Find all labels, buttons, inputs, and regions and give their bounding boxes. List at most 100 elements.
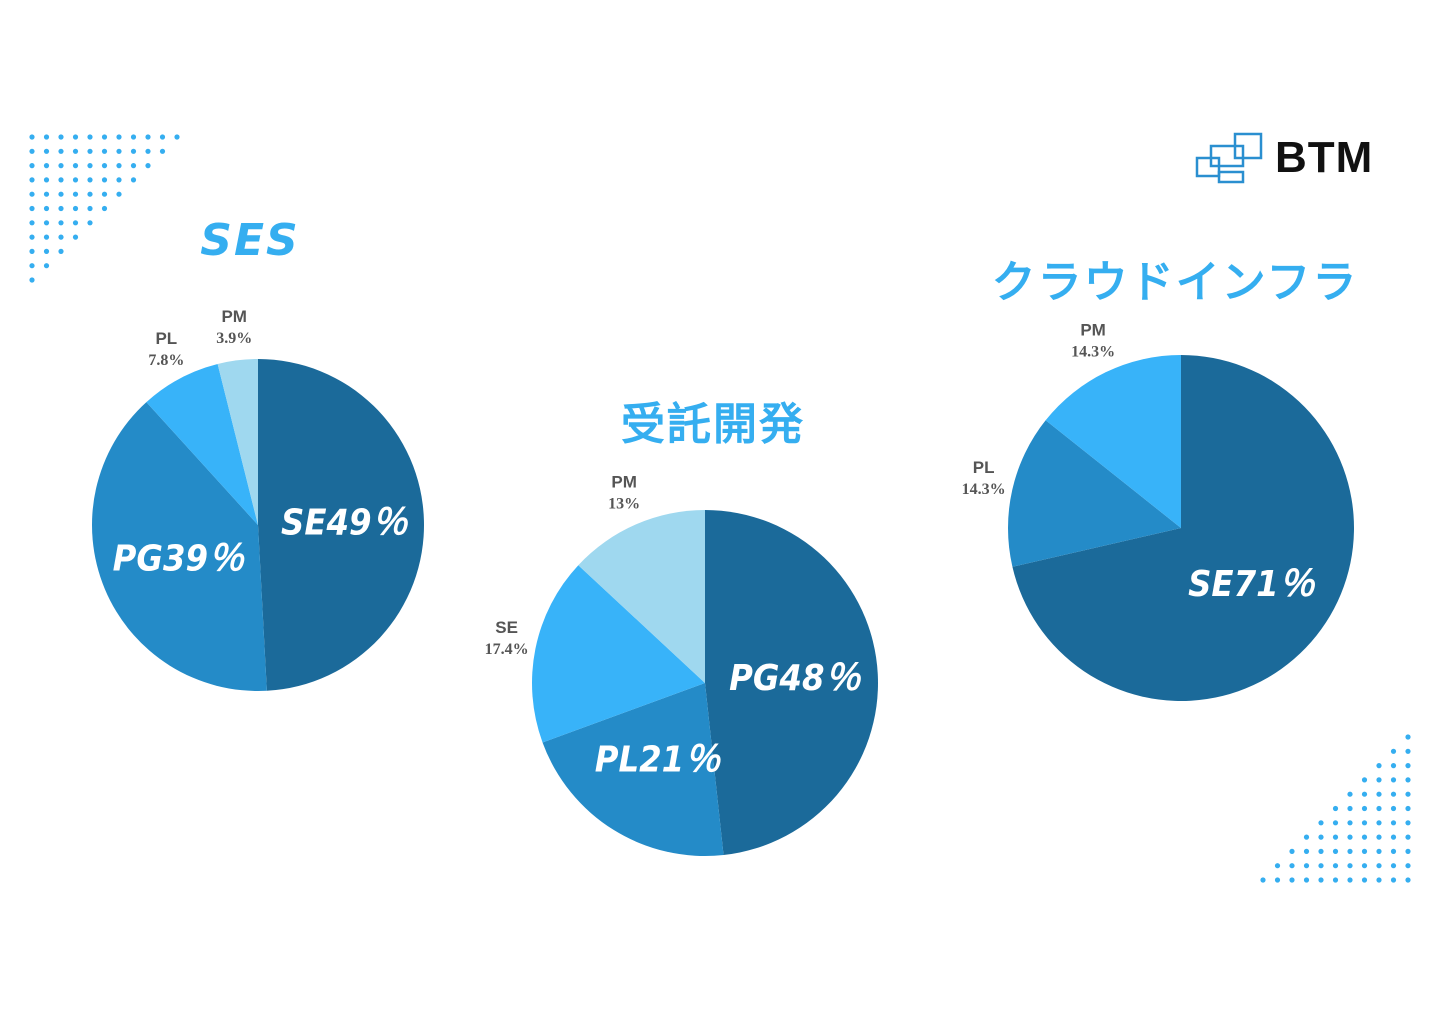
slice-category-label: PL xyxy=(155,329,177,348)
dot xyxy=(29,205,35,212)
dot xyxy=(1405,877,1411,883)
dot xyxy=(1303,848,1310,855)
dot xyxy=(87,191,93,197)
dot xyxy=(1361,805,1368,812)
chart-title-contract-dev: 受託開発 xyxy=(621,399,805,450)
dot xyxy=(1390,763,1397,769)
dot xyxy=(174,134,180,140)
dot xyxy=(1303,863,1310,869)
dot xyxy=(58,205,64,212)
dot xyxy=(1405,848,1411,855)
slice-value-label: 14.3% xyxy=(1071,344,1115,361)
logo-squares-icon xyxy=(1195,132,1263,184)
dot xyxy=(145,134,151,140)
slice-label: PL21％ xyxy=(595,739,721,780)
slice-label: PG48％ xyxy=(729,658,861,699)
slice-category-label: PM xyxy=(221,307,247,326)
dot xyxy=(43,177,50,183)
dot xyxy=(58,163,64,169)
dot xyxy=(101,148,108,154)
pie-slice-pm xyxy=(578,510,705,683)
dot xyxy=(1318,863,1324,869)
dot xyxy=(58,177,64,183)
dot xyxy=(43,234,50,240)
dot xyxy=(1332,863,1339,869)
dot xyxy=(1390,805,1397,812)
dot xyxy=(29,134,35,140)
dot xyxy=(1289,863,1295,869)
dot xyxy=(1332,877,1339,883)
dot xyxy=(1405,734,1411,740)
dot xyxy=(72,220,79,226)
dot xyxy=(58,220,64,226)
dot xyxy=(1361,834,1368,840)
dot xyxy=(1390,848,1397,855)
dot xyxy=(1376,805,1382,812)
pie-slice-pl xyxy=(1008,420,1181,567)
slice-value-label: 14.3% xyxy=(962,481,1006,498)
dot xyxy=(29,220,35,226)
dot xyxy=(1390,863,1397,869)
dot xyxy=(87,177,93,183)
dot xyxy=(29,277,35,283)
dot xyxy=(29,234,35,240)
dot xyxy=(116,177,122,183)
decorative-dots xyxy=(29,134,1411,883)
pie-chart-1: PG48％PL21％ SE 17.4% PM 13% xyxy=(485,472,879,856)
slice-category-label: PM xyxy=(611,472,637,491)
dot xyxy=(1405,777,1411,783)
dot xyxy=(1332,834,1339,840)
dot xyxy=(159,148,166,154)
dot xyxy=(1390,834,1397,840)
dot xyxy=(145,163,151,169)
dot xyxy=(1376,848,1382,855)
dot xyxy=(43,263,50,269)
dot xyxy=(43,134,50,140)
dot xyxy=(1376,763,1382,769)
slice-label: SE71％ xyxy=(1188,564,1316,605)
chart-title-cloud-infra: クラウドインフラ xyxy=(991,257,1359,308)
dot xyxy=(1390,748,1397,754)
dot xyxy=(1361,820,1368,826)
dot xyxy=(1347,863,1353,869)
dot xyxy=(1405,791,1411,797)
dot xyxy=(87,163,93,169)
dot xyxy=(1376,877,1382,883)
dot xyxy=(1332,820,1339,826)
dot xyxy=(1405,820,1411,826)
btm-logo: BTM xyxy=(1195,132,1373,184)
dot xyxy=(1318,877,1324,883)
slice-category-label: SE xyxy=(495,618,518,637)
logo-text: BTM xyxy=(1275,133,1374,182)
dot xyxy=(101,191,108,197)
dot xyxy=(1274,863,1281,869)
dot xyxy=(29,263,35,269)
dot xyxy=(1289,877,1295,883)
dot xyxy=(43,248,50,254)
slice-value-label: 17.4% xyxy=(485,641,529,658)
dot xyxy=(1405,863,1411,869)
slice-category-label: PM xyxy=(1080,321,1106,340)
dot xyxy=(1361,877,1368,883)
dot xyxy=(1347,805,1353,812)
dot xyxy=(1361,848,1368,855)
dot xyxy=(1376,791,1382,797)
dot xyxy=(1347,834,1353,840)
dot xyxy=(116,163,122,169)
dot xyxy=(87,220,93,226)
dot xyxy=(72,163,79,169)
dot xyxy=(1390,777,1397,783)
dot xyxy=(101,177,108,183)
dot xyxy=(1376,834,1382,840)
dot xyxy=(1347,820,1353,826)
pie-slice-se xyxy=(1012,355,1355,701)
dot xyxy=(87,148,93,154)
dot xyxy=(43,148,50,154)
dot xyxy=(1303,834,1310,840)
chart-title-ses: SES xyxy=(200,215,300,266)
dot xyxy=(1376,820,1382,826)
dot xyxy=(58,191,64,197)
pie-slice-se xyxy=(532,565,705,743)
slice-value-label: 3.9% xyxy=(216,330,252,347)
